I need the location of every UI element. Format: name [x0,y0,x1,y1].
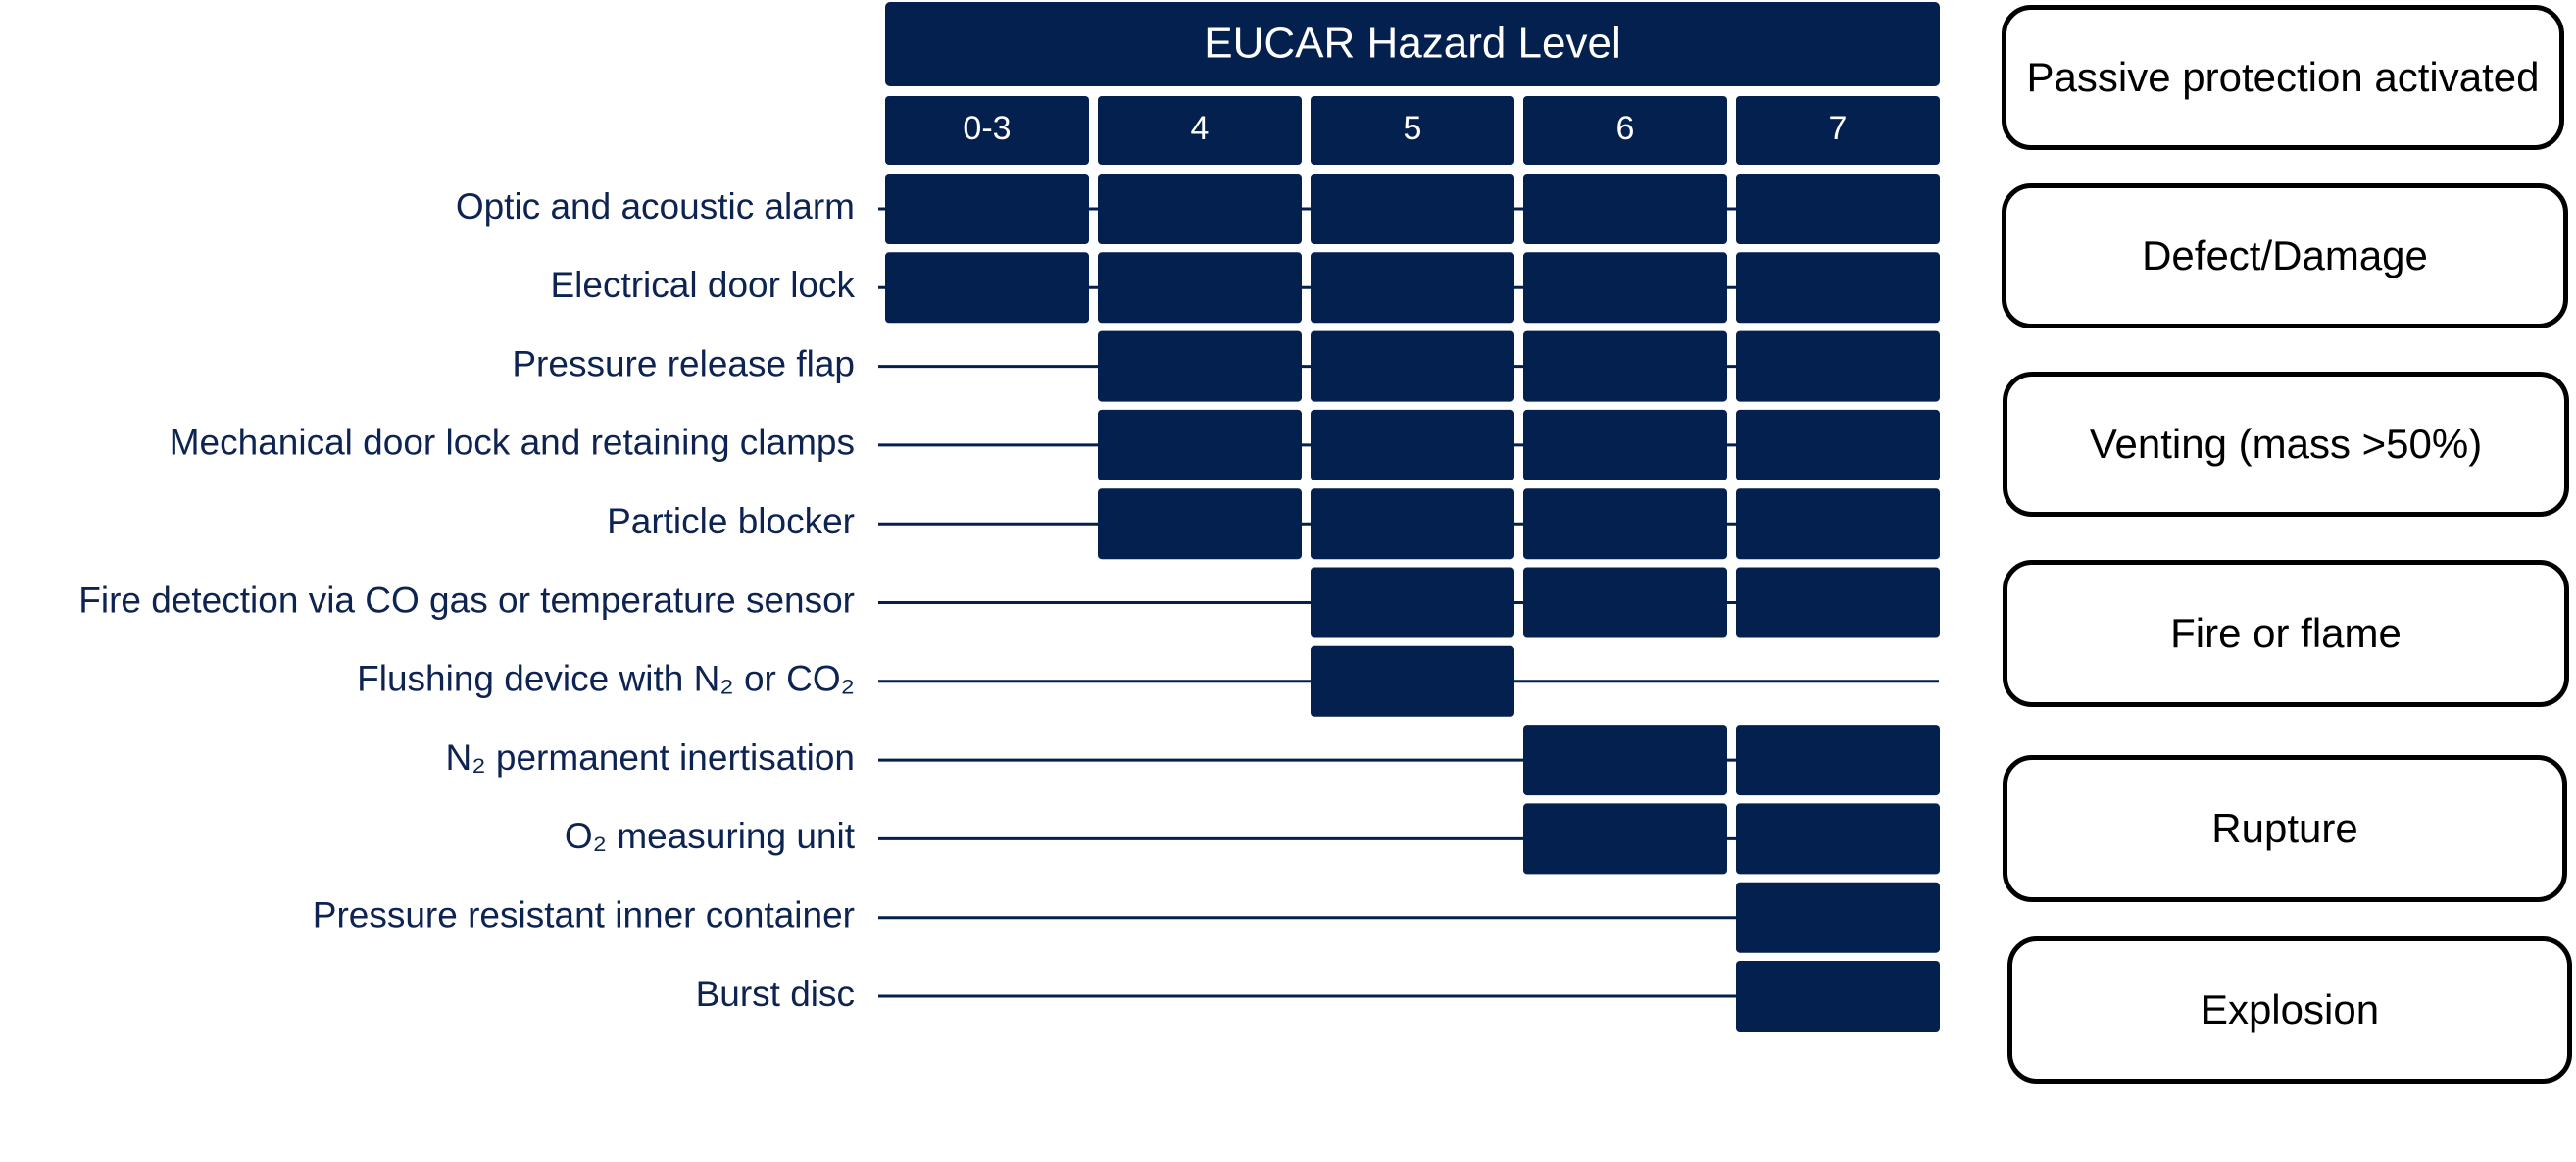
level-cell-1 [1098,96,1302,165]
protection-row: Mechanical door lock and retaining clamp… [170,409,1940,480]
hazard-cell-filled [1098,488,1302,560]
level-cell-3 [1523,96,1727,165]
protection-row: Electrical door lock [550,252,1940,324]
hazard-cell-filled [1098,409,1302,480]
hazard-cell-filled [885,174,1089,244]
level-cell-0 [885,96,1089,165]
level-label: 5 [1404,110,1422,147]
side-box-label: Passive protection activated [2026,53,2540,100]
hazard-cell-filled [1311,252,1514,324]
row-label: Pressure resistant inner container [313,894,855,935]
hazard-cell-filled [1736,409,1940,480]
protection-row: Fire detection via CO gas or temperature… [78,567,1940,638]
protection-row: Particle blocker [607,488,1940,560]
header-bar [885,2,1940,86]
row-label: O₂ measuring unit [565,816,856,856]
hazard-cell-filled [1311,488,1514,560]
side-box-label: Venting (mass >50%) [2089,420,2483,467]
side-box-explosion: Explosion [2007,936,2572,1084]
hazard-cell-filled [1311,645,1514,717]
hazard-cell-filled [1736,882,1940,953]
hazard-cell-filled [1736,567,1940,638]
hazard-cell-filled [1523,725,1727,796]
protection-row: Flushing device with N₂ or CO₂ [357,645,1939,717]
hazard-cell-filled [1311,330,1514,402]
level-cell-2 [1311,96,1514,165]
protection-row: Optic and acoustic alarm [456,174,1940,244]
hazard-cell-filled [1523,252,1727,324]
row-label: Electrical door lock [550,265,855,305]
level-label: 4 [1191,110,1210,147]
protection-row: Pressure resistant inner container [313,882,1940,953]
hazard-cell-filled [1098,174,1302,244]
side-box-label: Rupture [2211,804,2358,851]
hazard-cell-filled [1736,803,1940,875]
hazard-cell-filled [1736,961,1940,1032]
level-label: 6 [1616,110,1635,147]
side-box-label: Fire or flame [2170,609,2402,656]
row-label: Particle blocker [607,501,855,541]
protection-row: Burst disc [696,961,1940,1032]
hazard-cell-filled [1523,567,1727,638]
hazard-cell-filled [1311,409,1514,480]
row-label: Pressure release flap [512,343,855,383]
row-label: N₂ permanent inertisation [446,737,855,778]
hazard-cell-filled [1098,330,1302,402]
hazard-cell-filled [1523,174,1727,244]
hazard-cell-filled [1736,725,1940,796]
row-label: Flushing device with N₂ or CO₂ [357,659,855,699]
row-label: Fire detection via CO gas or temperature… [78,580,855,620]
side-box-label: Defect/Damage [2142,231,2428,278]
hazard-cell-filled [1098,252,1302,324]
hazard-cell-filled [1311,174,1514,244]
level-label: 0-3 [963,110,1011,147]
side-box-fire-flame: Fire or flame [2003,560,2569,707]
side-box-venting: Venting (mass >50%) [2003,372,2569,517]
hazard-cell-filled [1736,174,1940,244]
protection-row: Pressure release flap [512,330,1940,402]
side-box-passive-protection: Passive protection activated [2002,5,2564,150]
protection-row: N₂ permanent inertisation [446,725,1940,796]
side-box-defect-damage: Defect/Damage [2002,183,2568,328]
hazard-cell-filled [1523,488,1727,560]
side-box-label: Explosion [2200,985,2380,1033]
hazard-cell-filled [1736,330,1940,402]
level-label: 7 [1829,110,1848,147]
protection-row: O₂ measuring unit [565,803,1940,875]
side-box-rupture: Rupture [2003,755,2567,902]
hazard-cell-filled [885,252,1089,324]
row-label: Burst disc [696,974,855,1014]
level-cell-4 [1736,96,1940,165]
hazard-cell-filled [1523,803,1727,875]
hazard-cell-filled [1311,567,1514,638]
row-label: Optic and acoustic alarm [456,186,855,227]
hazard-cell-filled [1523,330,1727,402]
hazard-cell-filled [1736,252,1940,324]
row-label: Mechanical door lock and retaining clamp… [170,423,855,463]
level-headers: 0-3 4 5 6 7 [885,96,1940,165]
hazard-cell-filled [1736,488,1940,560]
protection-rows: Optic and acoustic alarm Electrical door … [78,174,1940,1032]
hazard-cell-filled [1523,409,1727,480]
header-title: EUCAR Hazard Level [1204,20,1621,68]
